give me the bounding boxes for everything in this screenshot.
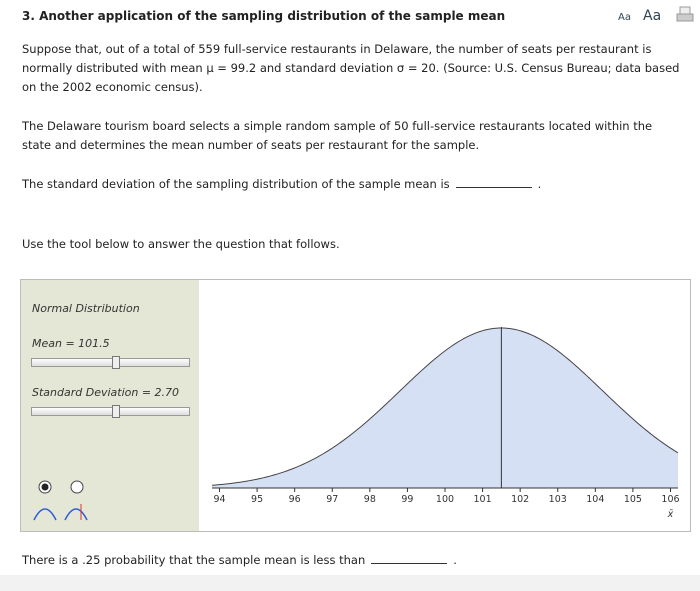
mean-label: Mean = 101.5 (32, 337, 110, 350)
answer-blank[interactable] (371, 551, 448, 564)
x-tick-label: 94 (213, 494, 225, 505)
x-tick-label: 98 (364, 494, 376, 505)
question: There is a .25 probability that the samp… (22, 551, 457, 570)
sd-slider[interactable] (31, 405, 190, 418)
x-tick-label: 105 (624, 494, 642, 505)
x-tick-label: 99 (401, 494, 413, 505)
footer-bar (0, 575, 700, 591)
paragraph: The Delaware tourism board selects a sim… (22, 119, 653, 152)
question-title: 3. Another application of the sampling d… (22, 9, 506, 23)
question-end: . (453, 553, 457, 567)
font-small-button[interactable]: Aa (618, 12, 631, 23)
mean-slider[interactable] (31, 356, 190, 369)
question-end: . (537, 177, 542, 191)
x-tick-label: 101 (474, 494, 492, 505)
x-tick-label: 100 (436, 494, 454, 505)
x-axis-label: x̄ (667, 509, 674, 520)
instruction: Use the tool below to answer the questio… (22, 237, 340, 251)
question-text: The standard deviation of the sampling d… (22, 177, 450, 191)
font-large-button[interactable]: Aa (643, 8, 662, 24)
x-tick-label: 102 (511, 494, 529, 505)
question-text: There is a .25 probability that the samp… (22, 553, 366, 567)
paragraph: Suppose that, out of a total of 559 full… (22, 42, 680, 94)
question: The standard deviation of the sampling d… (22, 175, 541, 194)
x-tick-label: 95 (251, 494, 263, 505)
tool-box: Normal Distribution Mean = 101.5 Standar… (20, 279, 691, 532)
answer-blank[interactable] (455, 175, 532, 188)
print-icon[interactable] (676, 6, 694, 24)
mode-selector[interactable] (31, 478, 111, 528)
tool-title: Normal Distribution (32, 302, 140, 315)
distribution-chart: 94 95 96 97 98 99 100 101 102 103 104 105 106 x̄ (211, 327, 680, 520)
slider-thumb[interactable] (112, 356, 120, 369)
density-area (212, 328, 678, 488)
x-tick-label: 103 (549, 494, 567, 505)
density-curve (211, 327, 679, 486)
x-tick-label: 97 (326, 494, 338, 505)
slider-thumb[interactable] (112, 405, 120, 418)
x-tick-label: 96 (289, 494, 301, 505)
sd-label: Standard Deviation = 2.70 (32, 386, 180, 399)
tool-controls: Normal Distribution Mean = 101.5 Standar… (21, 280, 199, 531)
x-tick-label: 104 (586, 494, 604, 505)
x-tick-label: 106 (661, 494, 679, 505)
